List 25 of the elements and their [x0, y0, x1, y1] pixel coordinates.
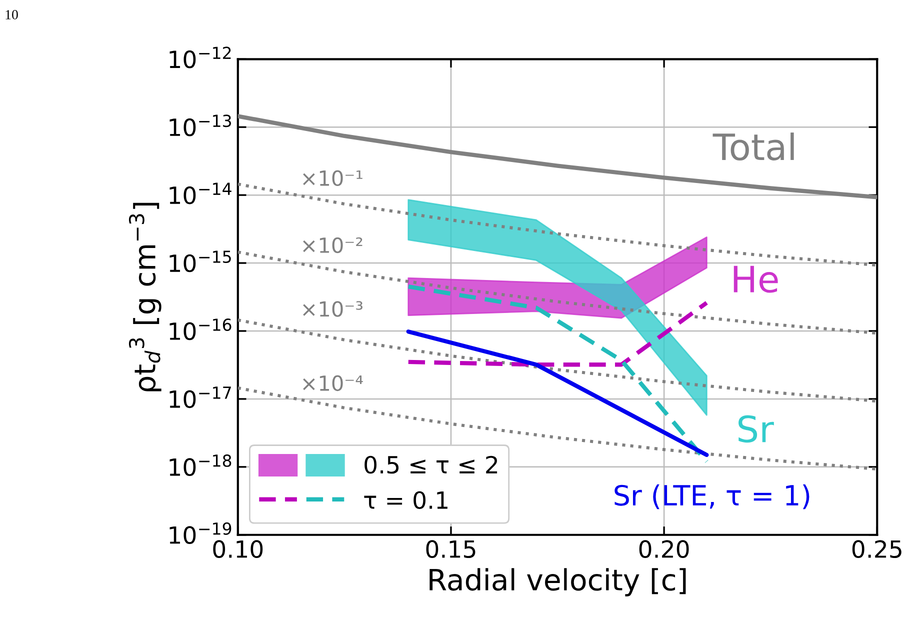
y-tick-label: 10$^{−14}$ — [170, 182, 232, 204]
annotation: Sr (LTE, τ = 1) — [614, 484, 810, 510]
annotation: ×10⁻⁴ — [303, 375, 363, 392]
annotation: ×10⁻² — [303, 237, 362, 254]
y-tick-label: 10$^{−17}$ — [170, 386, 231, 408]
x-tick-label: 0.25 — [852, 540, 902, 558]
y-tick-label: 10$^{−13}$ — [170, 114, 231, 136]
annotation: Sr — [738, 415, 774, 443]
x-tick-label: 0.20 — [639, 540, 689, 558]
y-tick-label: 10$^{−15}$ — [170, 250, 231, 272]
y-tick-label: 10$^{−12}$ — [170, 46, 231, 68]
legend-label: τ = 0.1 — [364, 491, 448, 510]
annotation: ×10⁻³ — [303, 301, 362, 317]
legend-label: 0.5 ≤ τ ≤ 2 — [364, 456, 498, 474]
annotation: ×10⁻¹ — [303, 170, 362, 186]
line-series — [238, 114, 878, 200]
annotation: He — [734, 266, 778, 293]
y-axis-title: ρt$_{d}$$^{3}$ [g cm$^{−3}$] — [128, 202, 162, 392]
y-tick-label: 10$^{−16}$ — [170, 318, 232, 340]
line-series — [238, 318, 878, 403]
x-tick-label: 0.15 — [426, 540, 476, 558]
text: 10 — [6, 10, 18, 20]
y-tick-label: 10$^{−18}$ — [170, 454, 232, 476]
x-axis-title: Radial velocity [c] — [430, 568, 686, 596]
annotation: Total — [712, 132, 794, 160]
